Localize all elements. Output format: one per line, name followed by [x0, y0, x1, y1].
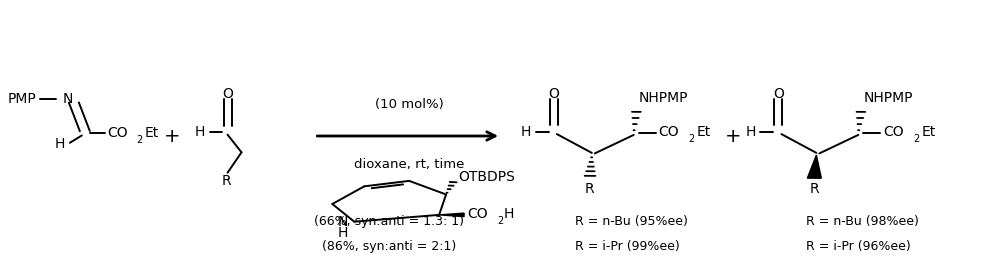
Text: R = n-Bu (98%ee): R = n-Bu (98%ee) [806, 215, 919, 228]
Text: H: H [504, 207, 514, 221]
Text: 2: 2 [913, 134, 919, 144]
Text: PMP: PMP [8, 92, 37, 106]
Text: H: H [55, 137, 65, 151]
Text: Et: Et [145, 126, 159, 140]
Text: R = n-Bu (95%ee): R = n-Bu (95%ee) [575, 215, 688, 228]
Text: +: + [164, 126, 180, 146]
Text: H: H [746, 125, 755, 139]
Text: (66%, syn:anti = 1.3: 1): (66%, syn:anti = 1.3: 1) [314, 215, 464, 228]
Text: H: H [521, 125, 531, 139]
Text: O: O [223, 87, 233, 101]
Text: (10 mol%): (10 mol%) [375, 98, 443, 111]
Text: R: R [222, 174, 232, 188]
Text: OTBDPS: OTBDPS [458, 170, 515, 184]
Text: 2: 2 [497, 216, 503, 226]
Text: NHPMP: NHPMP [639, 91, 689, 105]
Text: O: O [549, 87, 559, 101]
Text: CO: CO [467, 207, 488, 221]
Text: Et: Et [921, 125, 935, 140]
Text: O: O [773, 87, 783, 101]
Text: dioxane, rt, time: dioxane, rt, time [354, 158, 464, 171]
Text: H: H [195, 125, 205, 139]
Text: R: R [809, 182, 819, 196]
Text: H: H [337, 225, 347, 240]
Polygon shape [807, 155, 821, 178]
Text: (86%, syn:anti = 2:1): (86%, syn:anti = 2:1) [322, 240, 456, 253]
Text: CO: CO [659, 125, 680, 140]
Text: 2: 2 [689, 134, 695, 144]
Text: CO: CO [107, 126, 128, 140]
Text: R = i-Pr (96%ee): R = i-Pr (96%ee) [806, 240, 911, 253]
Text: N: N [63, 92, 73, 106]
Text: CO: CO [883, 125, 904, 140]
Text: R = i-Pr (99%ee): R = i-Pr (99%ee) [575, 240, 680, 253]
Text: NHPMP: NHPMP [863, 91, 913, 105]
Polygon shape [439, 213, 464, 217]
Text: R: R [585, 182, 595, 196]
Text: Et: Et [697, 125, 711, 140]
Text: 2: 2 [137, 135, 143, 145]
Text: +: + [726, 126, 742, 146]
Text: N: N [337, 215, 347, 229]
